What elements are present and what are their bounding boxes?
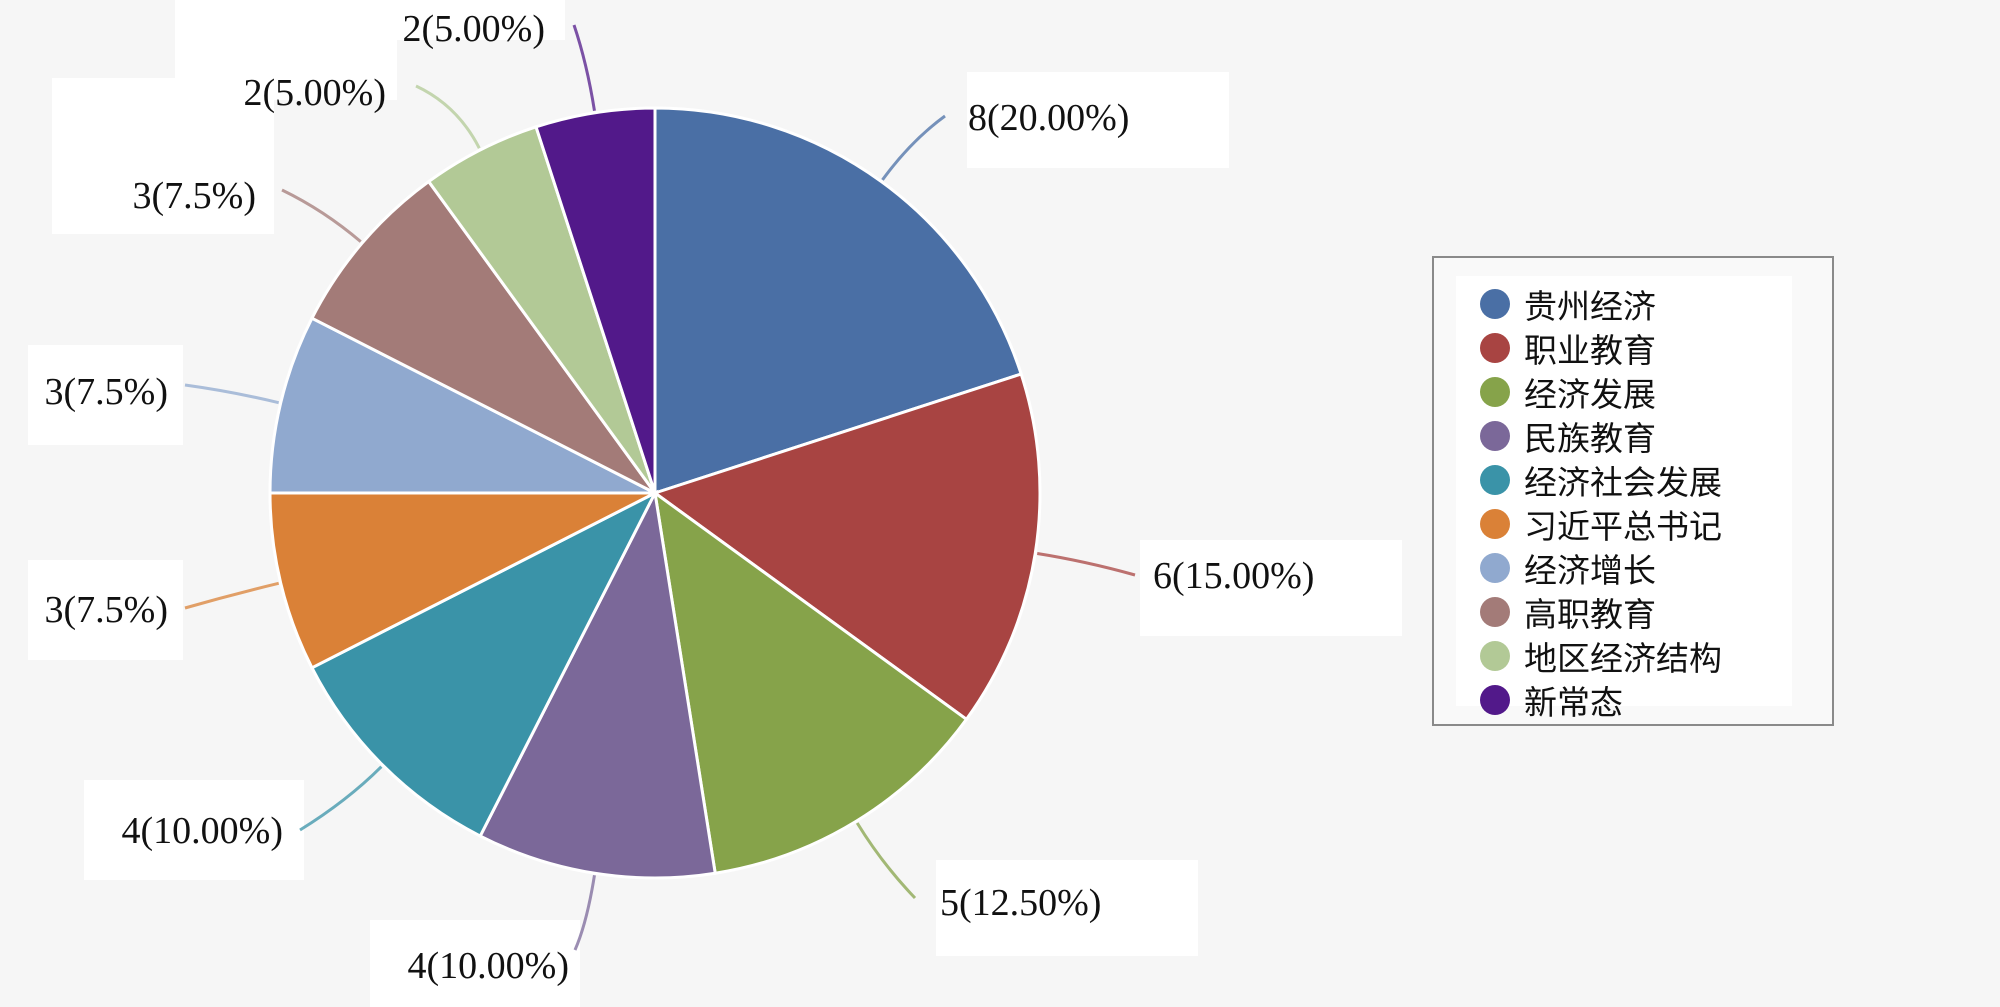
leader-line: [415, 84, 481, 149]
leader-line: [572, 24, 596, 111]
legend-swatch: [1480, 685, 1510, 715]
data-label: 8(20.00%): [968, 97, 1129, 139]
label-background: [28, 560, 183, 660]
data-label: 4(10.00%): [122, 810, 283, 852]
legend-item: 经济增长: [1480, 546, 1656, 590]
legend-item: 经济发展: [1480, 370, 1656, 414]
leader-line: [184, 581, 280, 610]
data-label: 3(7.5%): [45, 371, 168, 413]
data-label: 6(15.00%): [1153, 555, 1314, 597]
data-label: 4(10.00%): [408, 945, 569, 987]
pie-slice: [651, 372, 1042, 722]
pie-slices: [268, 106, 1042, 880]
legend-swatch: [1480, 597, 1510, 627]
pie-slice: [653, 106, 1024, 496]
legend-swatch: [1480, 333, 1510, 363]
data-label: 3(7.5%): [133, 175, 256, 217]
legend-label: 高职教育: [1524, 595, 1656, 634]
pie-slice: [652, 489, 969, 875]
legend-label: 经济增长: [1524, 551, 1656, 590]
label-background: [84, 780, 304, 880]
data-label: 5(12.50%): [940, 882, 1101, 924]
label-background: [936, 860, 1198, 956]
pie-slice: [534, 106, 657, 494]
label-background: [1140, 540, 1402, 636]
legend-item: 新常态: [1480, 678, 1623, 722]
leader-lines: [184, 24, 1136, 951]
label-boxes: [28, 0, 1402, 1007]
legend-item: 贵州经济: [1480, 282, 1656, 326]
legend-swatch: [1480, 289, 1510, 319]
legend-label: 职业教育: [1524, 331, 1656, 370]
data-label: 2(5.00%): [244, 72, 386, 114]
legend-label: 地区经济结构: [1524, 639, 1722, 678]
legend-swatch: [1480, 377, 1510, 407]
pie-slice: [309, 179, 657, 495]
label-background: [967, 72, 1229, 168]
pie-slice: [309, 489, 659, 839]
label-background: [175, 0, 565, 40]
legend-label: 经济社会发展: [1524, 463, 1722, 502]
legend-item: 民族教育: [1480, 414, 1656, 458]
legend-label: 经济发展: [1524, 375, 1656, 414]
legend-swatch: [1480, 421, 1510, 451]
leader-line: [573, 875, 596, 951]
label-background: [52, 78, 274, 234]
legend-item: 地区经济结构: [1480, 634, 1722, 678]
leader-line: [184, 383, 280, 405]
legend-item: 高职教育: [1480, 590, 1656, 634]
leader-line: [855, 822, 917, 900]
data-label: 2(5.00%): [403, 8, 545, 50]
legend: 贵州经济职业教育经济发展民族教育经济社会发展 习近平总书记 经济增长高职教育地区经济…: [1432, 256, 1834, 726]
pie-slice: [268, 491, 656, 670]
leader-line: [299, 765, 383, 832]
leader-line: [1037, 552, 1136, 577]
legend-swatch: [1480, 553, 1510, 583]
pie-slice: [478, 488, 717, 880]
legend-label: 新常态: [1524, 683, 1623, 722]
pie-slice: [268, 316, 656, 495]
legend-item: 经济社会发展: [1480, 458, 1722, 502]
legend-item: 习近平总书记: [1480, 502, 1722, 546]
legend-label: 贵州经济: [1524, 287, 1656, 326]
data-label: 3(7.5%): [45, 589, 168, 631]
legend-item: 职业教育: [1480, 326, 1656, 370]
legend-swatch: [1480, 641, 1510, 671]
leader-line: [281, 188, 362, 243]
label-background: [370, 920, 580, 1007]
legend-list: 贵州经济职业教育经济发展民族教育经济社会发展 习近平总书记 经济增长高职教育地区经济…: [1456, 276, 1792, 722]
legend-label: 习近平总书记: [1524, 507, 1722, 546]
leader-line: [881, 114, 946, 181]
label-background: [28, 345, 183, 445]
legend-label: 民族教育: [1524, 419, 1656, 458]
slice-labels: 8(20.00%) 6(15.00%) 5(12.50%) 4(10.00%) 4(10…: [45, 8, 1315, 987]
legend-swatch: [1480, 465, 1510, 495]
legend-swatch: [1480, 509, 1510, 539]
